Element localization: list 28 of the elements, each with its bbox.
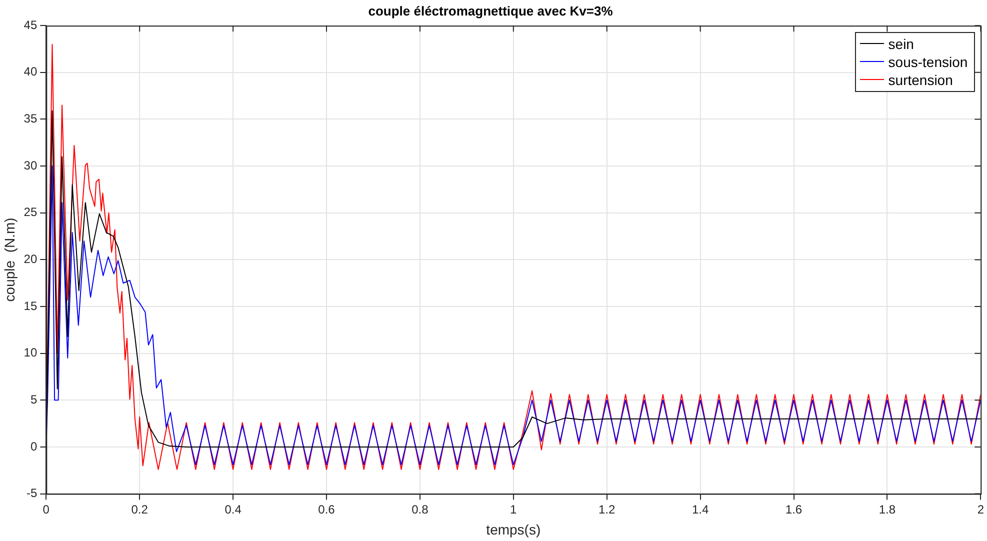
y-tick-label: 30	[24, 158, 38, 172]
y-tick-label: 25	[24, 205, 38, 220]
x-tick-label: 0.4	[224, 502, 242, 516]
x-tick-label: 1.6	[785, 502, 802, 516]
x-tick-label: 2	[977, 502, 984, 516]
x-tick-label: 1.2	[598, 502, 616, 516]
y-tick-label: 5	[30, 392, 38, 406]
x-tick-label: 0	[42, 502, 50, 516]
x-tick-label: 1	[510, 502, 518, 516]
x-tick-label: 0.6	[318, 502, 336, 516]
y-tick-label: 45	[24, 18, 38, 32]
x-tick-label: 0.2	[131, 502, 148, 516]
x-axis-title: temps(s)	[486, 521, 541, 538]
legend-label: sous-tension	[888, 52, 968, 71]
chart-title: couple éléctromagnettique avec Kv=3%	[368, 3, 614, 18]
y-tick-label: 10	[24, 346, 38, 360]
x-tick-label: 0.8	[412, 502, 429, 516]
y-axis-title: couple (N.m)	[1, 218, 18, 302]
y-tick-label: -5	[26, 486, 38, 500]
y-tick-label: 40	[24, 64, 38, 79]
legend-label: surtension	[888, 70, 953, 89]
x-tick-label: 1.8	[878, 502, 896, 516]
y-tick-label: 20	[24, 252, 38, 266]
y-tick-label: 0	[30, 439, 38, 454]
legend-label: sein	[888, 34, 914, 53]
y-tick-label: 35	[24, 112, 38, 126]
y-tick-label: 15	[24, 298, 38, 313]
x-tick-label: 1.4	[692, 502, 709, 516]
